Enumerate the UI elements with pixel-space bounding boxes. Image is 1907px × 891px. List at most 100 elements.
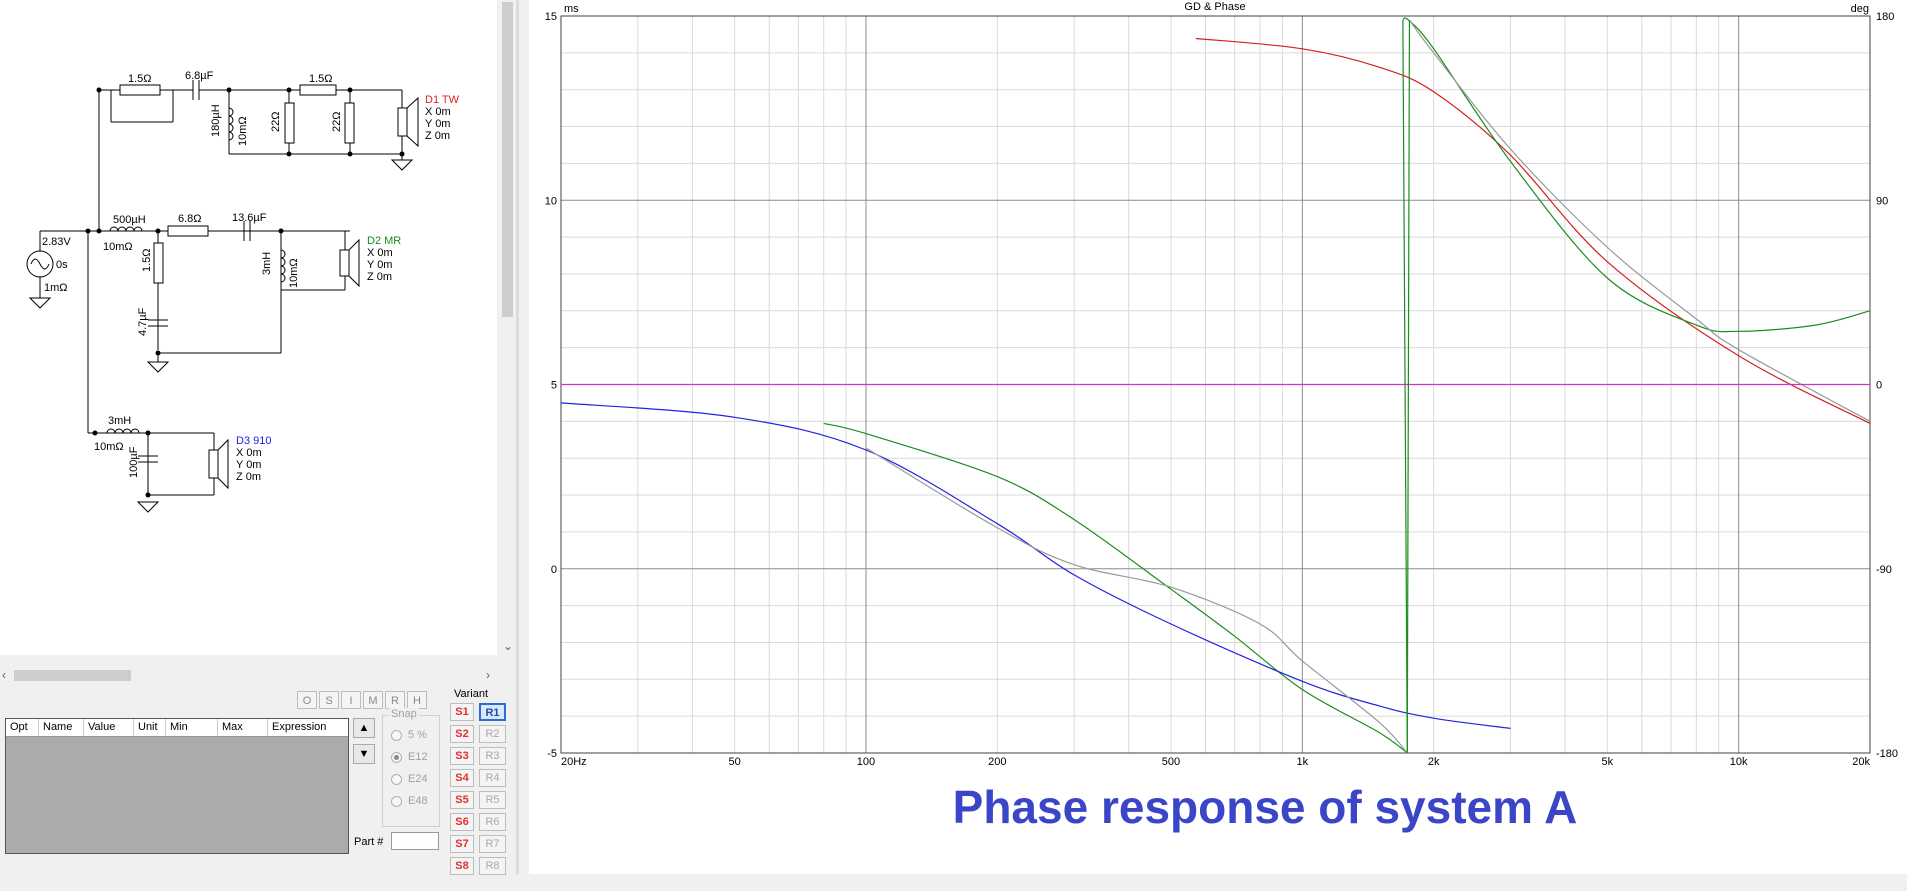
- radio-selected-icon: [391, 751, 402, 763]
- series-line-1: [1195, 37, 1871, 424]
- radio-icon: [391, 795, 402, 807]
- tw-shunt-dcr-label: 10mΩ: [237, 116, 249, 146]
- schematic-canvas[interactable]: 1.5Ω 6.8µF 1.5Ω 180µH 10mΩ 22Ω 22Ω D1 TW…: [0, 0, 497, 655]
- toolbar-button-h[interactable]: H: [407, 691, 427, 709]
- column-header-max[interactable]: Max: [218, 719, 268, 736]
- tw-resistor-a-label[interactable]: 22Ω: [270, 112, 282, 132]
- schematic-horizontal-scrollbar[interactable]: ‹ ›: [0, 667, 497, 684]
- left-y-tick-label: 10: [545, 195, 557, 207]
- mid-inductor-dcr-label: 10mΩ: [103, 241, 133, 253]
- mid-resistor-label[interactable]: 6.8Ω: [178, 213, 202, 225]
- woofer-inductor-dcr-label: 10mΩ: [94, 441, 124, 453]
- variant-r5-button[interactable]: R5: [479, 791, 506, 809]
- source-voltage-label[interactable]: 2.83V: [42, 236, 71, 248]
- toolbar-button-o[interactable]: O: [297, 691, 317, 709]
- right-y-tick-label: -180: [1876, 748, 1898, 760]
- mid-driver-name[interactable]: D2 MR: [367, 235, 401, 247]
- column-header-expression[interactable]: Expression: [272, 721, 327, 733]
- right-axis-unit: deg: [1851, 3, 1869, 15]
- variant-r1-button[interactable]: R1: [479, 703, 506, 721]
- variant-s3-button[interactable]: S3: [450, 747, 474, 765]
- right-y-tick-label: 0: [1876, 380, 1882, 392]
- gd-phase-chart[interactable]: 20Hz 50 100 200 500 1k 2k 5k 10k 20k -5 0 5 10 15 -180 -…: [529, 0, 1907, 874]
- right-y-tick-label: 90: [1876, 195, 1888, 207]
- variant-r2-button[interactable]: R2: [479, 725, 506, 743]
- woofer-inductor-label[interactable]: 3mH: [108, 415, 131, 427]
- toolbar-button-m[interactable]: M: [363, 691, 383, 709]
- source-delay-label: 0s: [56, 259, 68, 271]
- chart-title: GD & Phase: [1184, 1, 1245, 13]
- mid-zobel-capacitor-label[interactable]: 4.7µF: [137, 307, 149, 336]
- variant-s6-button[interactable]: S6: [450, 813, 474, 831]
- tw-resistor-b-label[interactable]: 22Ω: [331, 112, 343, 132]
- tw-driver-y: Y 0m: [425, 118, 450, 130]
- snap-option-5-percent[interactable]: 5 %: [391, 729, 427, 741]
- mid-inductor-label[interactable]: 500µH: [113, 214, 146, 226]
- parts-table-header: Opt Name Value Unit Min Max Expression: [6, 719, 348, 737]
- variant-s8-button[interactable]: S8: [450, 857, 474, 875]
- phase-wrap-line: [1406, 20, 1411, 754]
- woofer-capacitor-label[interactable]: 100µF: [128, 446, 140, 478]
- woofer-driver-name[interactable]: D3 910: [236, 435, 271, 447]
- x-tick-label: 20Hz: [561, 756, 587, 768]
- variant-r8-button[interactable]: R8: [479, 857, 506, 875]
- x-tick-label: 100: [857, 756, 875, 768]
- graph-panel[interactable]: 20Hz 50 100 200 500 1k 2k 5k 10k 20k -5 0 5 10 15 -180 -…: [529, 0, 1907, 874]
- right-y-tick-label: -90: [1876, 564, 1892, 576]
- radio-icon: [391, 729, 402, 741]
- move-up-button[interactable]: ▲: [353, 718, 375, 738]
- column-header-name[interactable]: Name: [39, 719, 84, 736]
- left-y-tick-label: 5: [551, 380, 557, 392]
- variant-r6-button[interactable]: R6: [479, 813, 506, 831]
- snap-title: Snap: [389, 708, 419, 720]
- scroll-down-icon[interactable]: ⌄: [503, 639, 514, 653]
- phase-wrap-line: [1402, 20, 1408, 754]
- snap-option-e48[interactable]: E48: [391, 795, 428, 807]
- variant-s7-button[interactable]: S7: [450, 835, 474, 853]
- toolbar-button-r[interactable]: R: [385, 691, 405, 709]
- horizontal-scroll-thumb[interactable]: [14, 670, 131, 681]
- series-line-5: [865, 447, 1408, 754]
- vertical-scroll-thumb[interactable]: [502, 2, 513, 317]
- series-line-4: [560, 402, 1511, 729]
- variant-s4-button[interactable]: S4: [450, 769, 474, 787]
- tw-series-resistor-label[interactable]: 1.5Ω: [309, 73, 333, 85]
- snap-option-e24[interactable]: E24: [391, 773, 428, 785]
- scroll-right-icon[interactable]: ›: [486, 668, 490, 682]
- scroll-left-icon[interactable]: ‹: [2, 668, 6, 682]
- move-down-button[interactable]: ▼: [353, 744, 375, 764]
- woofer-driver-x: X 0m: [236, 447, 262, 459]
- toolbar-button-i[interactable]: I: [341, 691, 361, 709]
- snap-option-e12[interactable]: E12: [391, 751, 428, 763]
- left-y-tick-label: -5: [547, 748, 557, 760]
- variant-r4-button[interactable]: R4: [479, 769, 506, 787]
- column-header-unit[interactable]: Unit: [134, 719, 166, 736]
- mid-zobel-resistor-label[interactable]: 1.5Ω: [141, 248, 153, 272]
- mid-shunt-inductor-label[interactable]: 3mH: [261, 252, 273, 275]
- column-header-opt[interactable]: Opt: [6, 719, 39, 736]
- tw-driver-z: Z 0m: [425, 130, 450, 142]
- part-number-input[interactable]: [391, 832, 439, 850]
- series-line-3: [823, 422, 1408, 754]
- variant-s1-button[interactable]: S1: [450, 703, 474, 721]
- toolbar-button-s[interactable]: S: [319, 691, 339, 709]
- x-tick-label: 1k: [1297, 756, 1309, 768]
- variant-s2-button[interactable]: S2: [450, 725, 474, 743]
- tw-parallel-resistor-label[interactable]: 1.5Ω: [128, 73, 152, 85]
- mid-capacitor-label[interactable]: 13.6µF: [232, 212, 267, 224]
- column-header-min[interactable]: Min: [166, 719, 218, 736]
- woofer-driver-y: Y 0m: [236, 459, 261, 471]
- right-y-tick-label: 180: [1876, 11, 1894, 23]
- variant-r3-button[interactable]: R3: [479, 747, 506, 765]
- schematic-vertical-scrollbar[interactable]: ⌄: [499, 0, 516, 655]
- pane-splitter[interactable]: [516, 0, 519, 891]
- variant-s5-button[interactable]: S5: [450, 791, 474, 809]
- parts-table[interactable]: Opt Name Value Unit Min Max Expression: [5, 718, 349, 854]
- left-axis-unit: ms: [564, 3, 579, 15]
- tw-shunt-inductor-label[interactable]: 180µH: [210, 104, 222, 137]
- column-header-value[interactable]: Value: [84, 719, 134, 736]
- left-y-tick-label: 15: [545, 11, 557, 23]
- variant-r7-button[interactable]: R7: [479, 835, 506, 853]
- tw-capacitor-label[interactable]: 6.8µF: [185, 70, 214, 82]
- tw-driver-name[interactable]: D1 TW: [425, 94, 460, 106]
